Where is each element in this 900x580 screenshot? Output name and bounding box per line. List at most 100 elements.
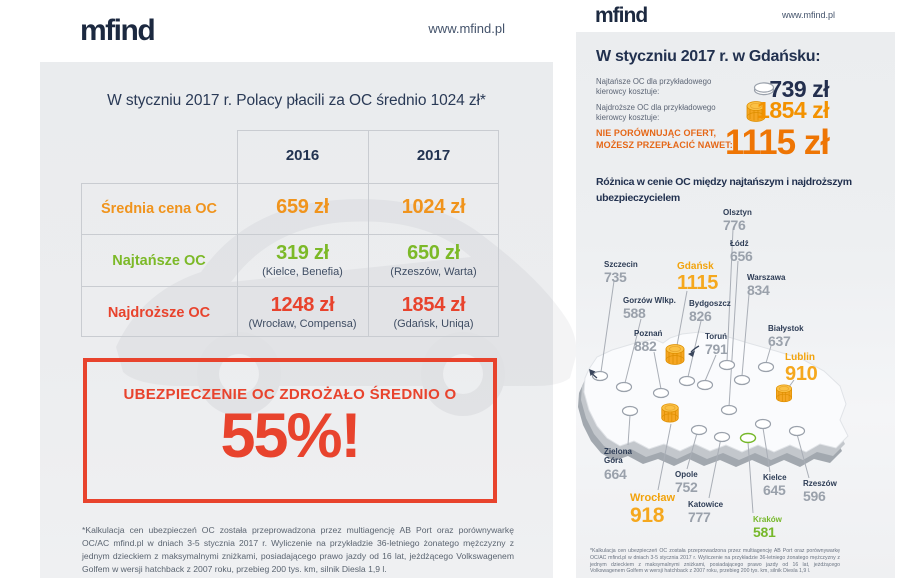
map-coin-poznan: [652, 387, 670, 399]
price-table: 2016 2017 Średnia cena OC 659 zł 1024 zł…: [81, 130, 499, 455]
left-panel: W styczniu 2017 r. Polacy płacili za OC …: [40, 62, 577, 578]
map-heading: Różnica w cenie OC między najtańszym i n…: [596, 175, 852, 206]
row-label-najtansze: Najtańsze OC: [112, 253, 206, 269]
city-name: Białystok: [768, 324, 804, 333]
row-label-srednia: Średnia cena OC: [100, 201, 218, 217]
map-coin-krakow: [739, 432, 757, 444]
cell-srednia-2017: 1024 zł: [368, 196, 499, 218]
stat-cheapest-value: 739 zł: [769, 76, 829, 102]
city-name: Łódź: [730, 239, 749, 248]
table-row-divider: [81, 286, 499, 287]
map-city-poznan: Poznań 882: [634, 329, 663, 354]
city-name: Gdańsk: [677, 261, 714, 272]
site-url-link-small[interactable]: www.mfind.pl: [781, 10, 835, 20]
city-name: Katowice: [688, 500, 724, 509]
map-city-lodz: Łódź 656: [730, 239, 753, 264]
map-heading-line: Różnica w cenie OC między najtańszym i n…: [596, 176, 852, 188]
city-value: 910: [785, 363, 818, 385]
city-value: 791: [705, 341, 728, 357]
city-value: 637: [768, 333, 791, 349]
city-value: 735: [604, 269, 627, 285]
stat-cheapest-label: Najtańsze OC dla przykładowego kierowcy …: [596, 77, 711, 97]
right-title: W styczniu 2017 r. w Gdańsku:: [596, 48, 821, 65]
stat-label-line: kierowcy kosztuje:: [596, 113, 660, 122]
city-value: 882: [634, 338, 657, 354]
value-text: 1854 zł: [401, 294, 466, 316]
map-city-olsztyn: Olsztyn 776: [723, 208, 752, 233]
city-value: 596: [803, 488, 826, 504]
stat-priciest-label: Najdroższe OC dla przykładowego kierowcy…: [596, 103, 716, 123]
city-name: Zielona Góra: [604, 447, 633, 465]
city-name: Warszawa: [747, 273, 786, 282]
map-coin-zielonagora: [621, 405, 639, 417]
map-city-krakow: Kraków 581: [753, 515, 782, 540]
city-name: Szczecin: [604, 260, 638, 269]
city-name: Poznań: [634, 329, 663, 338]
sketch-arrow-szczecin: [589, 369, 598, 379]
highlight-line: UBEZPIECZENIE OC ZDROŻAŁO ŚREDNIO O: [123, 386, 457, 403]
map-leader-lines: [600, 228, 810, 514]
row-label-najdrozsze: Najdroższe OC: [107, 305, 211, 321]
map-heading-line: ubezpieczycielem: [596, 191, 680, 204]
map-stack-lublin: [776, 384, 792, 403]
map-city-warszawa: Warszawa 834: [747, 273, 786, 298]
stat-label-line: Najtańsze OC dla przykładowego: [596, 77, 712, 86]
map-coin-gorzow: [615, 381, 633, 393]
cell-najtansze-2017: 650 zł (Rzeszów, Warta): [368, 242, 499, 278]
stat-overpay-value: 1115 zł: [725, 123, 830, 162]
poland-map: [578, 228, 849, 514]
value-text: 1024 zł: [401, 196, 466, 218]
highlight-percent: 55%!: [220, 401, 361, 471]
value-note: (Wrocław, Compensa): [248, 318, 357, 330]
stat-priciest-value: 1854 zł: [757, 97, 829, 123]
map-city-lublin: Lublin 910: [785, 353, 818, 385]
map-city-bydgoszcz: Bydgoszcz 826: [689, 300, 731, 324]
map-coin-kielce: [754, 418, 772, 430]
value-text: 650 zł: [407, 242, 460, 264]
city-value: 588: [623, 305, 646, 321]
right-footnote: *Kalkulacja cen ubezpieczeń OC została p…: [590, 548, 840, 575]
stat-overpay-label: NIE PORÓWNUJĄC OFERT, MOŻESZ PRZEPŁACIĆ …: [596, 128, 733, 151]
city-value: 826: [689, 308, 712, 324]
city-name: Kraków: [753, 515, 782, 524]
table-header-box: [237, 130, 499, 183]
value-text: 1248 zł: [270, 294, 335, 316]
map-city-wroclaw: Wrocław 918: [630, 492, 676, 527]
city-value: 664: [604, 465, 627, 482]
map-coin-bialystok: [757, 361, 775, 373]
stat-label-line: NIE PORÓWNUJĄC OFERT,: [596, 128, 717, 138]
city-name: Opole: [675, 470, 698, 479]
city-value: 752: [675, 479, 698, 495]
value-text: 319 zł: [276, 242, 329, 264]
map-stack-wroclaw: [661, 403, 679, 423]
value-text: 659 zł: [276, 196, 329, 218]
map-city-rzeszow: Rzeszów 596: [803, 479, 837, 504]
site-url-link[interactable]: www.mfind.pl: [428, 21, 505, 36]
city-name: Rzeszów: [803, 479, 837, 488]
stat-label-line: Najdroższe OC dla przykładowego: [596, 103, 716, 112]
map-coin-olsztyn: [718, 359, 736, 371]
map-city-opole: Opole 752: [675, 470, 698, 495]
map-stack-gdansk: [665, 344, 685, 365]
map-coin-torun: [696, 379, 714, 391]
coin-stack-icon: [746, 101, 766, 122]
value-note: (Kielce, Benefia): [262, 266, 343, 278]
left-title: W styczniu 2017 r. Polacy płacili za OC …: [107, 92, 486, 109]
map-city-kielce: Kielce 645: [763, 474, 787, 498]
city-name: Wrocław: [630, 492, 676, 504]
cell-najtansze-2016: 319 zł (Kielce, Benefia): [237, 242, 368, 278]
cell-srednia-2016: 659 zł: [237, 196, 368, 218]
city-name: Toruń: [705, 332, 728, 341]
mfind-logo-small: mfind: [595, 4, 648, 27]
cell-najdrozsze-2016: 1248 zł (Wrocław, Compensa): [237, 294, 368, 330]
map-city-torun: Toruń 791: [705, 332, 728, 357]
coin-icon: [753, 82, 775, 96]
stat-label-line: MOŻESZ PRZEPŁACIĆ NAWET:: [596, 139, 733, 150]
stat-label-line: kierowcy kosztuje:: [596, 87, 660, 96]
value-note: (Rzeszów, Warta): [390, 266, 477, 278]
table-body-box: [81, 183, 499, 337]
map-coin-warszawa: [733, 374, 751, 386]
map-coin-rzeszow: [788, 425, 806, 437]
city-name: Olsztyn: [723, 208, 752, 217]
city-value: 645: [763, 482, 786, 498]
